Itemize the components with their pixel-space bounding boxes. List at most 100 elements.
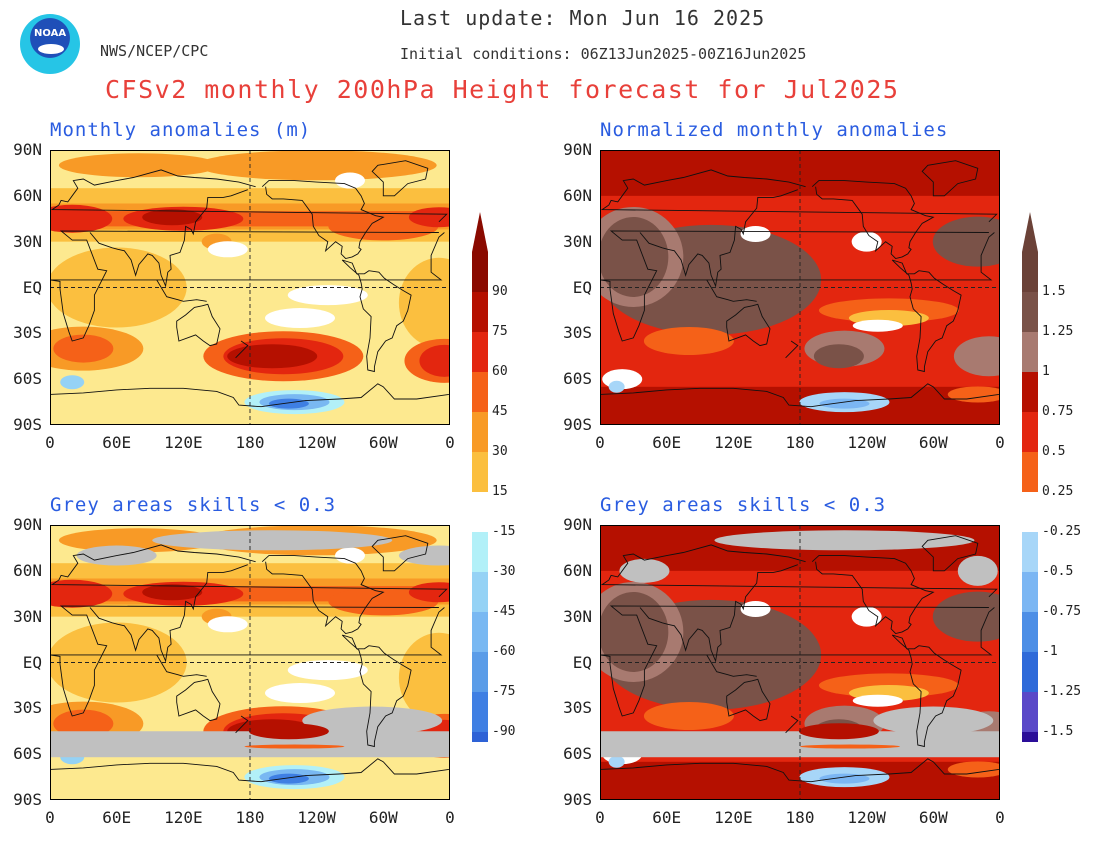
anomaly-blob — [643, 326, 734, 355]
map-frame — [50, 150, 450, 425]
colorbar-segment — [472, 652, 488, 692]
colorbar-segment — [1022, 652, 1038, 692]
anomaly-blob — [813, 344, 864, 369]
anomaly-blob — [408, 582, 450, 603]
lat-label: EQ — [22, 277, 42, 297]
lon-label: 0 — [995, 808, 1005, 827]
colorbar-anomalies — [472, 212, 488, 742]
anomaly-blob — [408, 207, 450, 228]
anomaly-blob — [819, 398, 870, 409]
colorbar-tick-label: 1.5 — [1042, 284, 1066, 299]
anomaly-blob — [142, 209, 203, 226]
low-skill-area — [873, 706, 994, 735]
lat-label: 60S — [13, 369, 42, 389]
colorbar-segment — [1022, 732, 1038, 742]
lon-label: 60E — [102, 433, 132, 452]
lat-label: 60N — [13, 560, 42, 580]
colorbar-segment — [472, 412, 488, 452]
lat-label: 90N — [563, 140, 592, 159]
lat-label: 60S — [563, 744, 592, 764]
lon-label: 120W — [297, 433, 336, 452]
anomaly-blob — [740, 601, 771, 618]
map-panel-anomalies-skill — [50, 525, 450, 800]
lon-label: 60E — [652, 808, 682, 827]
colorbar-tick-label: 15 — [492, 484, 508, 499]
map-frame — [50, 525, 450, 800]
colorbar-segment — [1022, 612, 1038, 652]
colorbar-segment — [472, 252, 488, 292]
colorbar-segment — [1022, 332, 1038, 372]
colorbar-segment — [1022, 452, 1038, 492]
anomaly-blob — [60, 375, 85, 390]
colorbar-segment — [472, 372, 488, 412]
map-panel-anomalies — [50, 150, 450, 425]
anomaly-blob — [932, 216, 1000, 267]
anomaly-blob — [265, 683, 335, 704]
anomaly-blob — [287, 285, 368, 306]
anomaly-blob — [335, 172, 365, 189]
colorbar-tick-label: -0.75 — [1042, 604, 1082, 619]
colorbar-segment — [1022, 532, 1038, 572]
colorbar-tick-label: -15 — [492, 524, 516, 539]
colorbar-tick-label: -0.25 — [1042, 524, 1082, 539]
lon-label: 60W — [918, 433, 948, 452]
lat-label: 30S — [563, 323, 592, 343]
colorbar-segment — [1022, 252, 1038, 292]
lon-label: 0 — [995, 433, 1005, 452]
coastlines — [50, 535, 449, 783]
anomaly-blob — [50, 579, 113, 608]
colorbar-tick-label: -1 — [1042, 644, 1058, 659]
map-panel-normalized-skill — [600, 525, 1000, 800]
anomaly-blob — [419, 344, 450, 377]
colorbar-cap — [1022, 212, 1038, 252]
anomaly-blob — [142, 584, 203, 601]
anomaly-blob — [265, 308, 335, 329]
colorbar-segment — [472, 292, 488, 332]
anomaly-blob — [53, 709, 114, 738]
lat-label: EQ — [22, 652, 42, 672]
lon-label: 120E — [714, 808, 753, 827]
colorbar-segment — [1022, 572, 1038, 612]
lon-label: 120E — [164, 433, 203, 452]
lat-label: 30S — [13, 323, 42, 343]
colorbar-segment — [472, 452, 488, 492]
lat-label: 30N — [13, 231, 42, 251]
anomaly-blob — [600, 591, 669, 672]
coastlines — [600, 535, 999, 783]
lat-label: EQ — [572, 277, 592, 297]
lat-label: 90N — [13, 515, 42, 534]
colorbar-tick-label: 60 — [492, 364, 508, 379]
lat-label: 60N — [563, 185, 592, 205]
anomaly-blob — [608, 380, 625, 393]
noaa-logo: NOAA — [20, 14, 80, 74]
colorbar-segment — [472, 332, 488, 372]
lon-label: 60E — [652, 433, 682, 452]
lat-label: 90N — [13, 140, 42, 159]
lat-label: 30S — [13, 698, 42, 718]
colorbar-tick-label: -75 — [492, 684, 516, 699]
anomaly-blob — [819, 773, 870, 784]
colorbar-segment — [1022, 692, 1038, 732]
lat-label: 60S — [563, 369, 592, 389]
panel-title-bottom-left: Grey areas skills < 0.3 — [50, 494, 337, 516]
anomaly-blob — [50, 247, 187, 328]
anomaly-blob — [268, 398, 309, 409]
page-title: CFSv2 monthly 200hPa Height forecast for… — [105, 75, 900, 104]
lon-label: 0 — [445, 808, 455, 827]
colorbar-tick-label: -90 — [492, 724, 516, 739]
map-frame — [600, 150, 1000, 425]
colorbar-segment — [472, 572, 488, 612]
colorbar-normalized — [1022, 212, 1038, 742]
colorbar-tick-label: 45 — [492, 404, 508, 419]
lat-label: 30N — [13, 606, 42, 626]
anomaly-blob — [268, 773, 309, 784]
colorbar-segment — [1022, 372, 1038, 412]
colorbar-tick-label: -0.5 — [1042, 564, 1074, 579]
anomaly-blob — [608, 755, 625, 768]
anomaly-blob — [244, 744, 345, 749]
low-skill-area — [398, 545, 450, 566]
colorbar-tick-label: -30 — [492, 564, 516, 579]
colorbar-tick-label: 0.5 — [1042, 444, 1066, 459]
lat-label: EQ — [572, 652, 592, 672]
lon-label: 180 — [785, 433, 815, 452]
